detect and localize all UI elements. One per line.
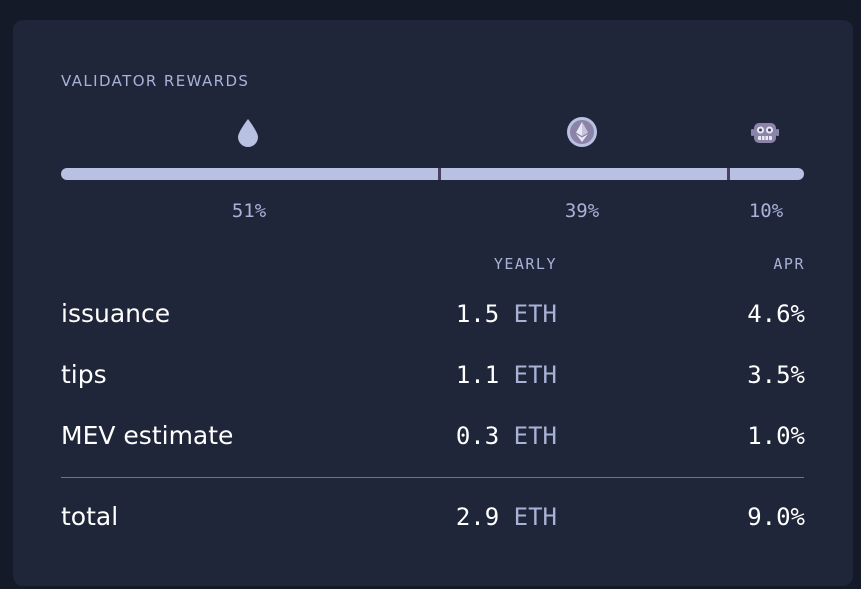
mev-yearly-unit: ETH — [513, 422, 557, 450]
total-apr-value: 9.0% — [747, 503, 805, 531]
issuance-yearly-amount: 1.5 — [455, 300, 500, 328]
ethereum-icon — [566, 116, 598, 148]
mev-label: MEV estimate — [61, 421, 234, 450]
segment-separator — [726, 168, 730, 180]
mev-yearly-value: 0.3 ETH — [456, 422, 557, 450]
tips-yearly-amount: 1.1 — [455, 361, 500, 389]
issuance-yearly-value: 1.5 ETH — [456, 300, 557, 328]
tips-label: tips — [61, 360, 107, 389]
issuance-label: issuance — [61, 299, 171, 328]
card-title: VALIDATOR REWARDS — [61, 72, 250, 90]
validator-rewards-card: VALIDATOR REWARDS — [13, 20, 853, 586]
tips-percent: 39% — [564, 200, 600, 222]
total-yearly-unit: ETH — [513, 503, 557, 531]
mev-apr-value: 1.0% — [747, 422, 805, 450]
segment-separator — [438, 168, 442, 180]
yearly-column-header: YEARLY — [493, 255, 557, 273]
issuance-segment — [61, 168, 439, 180]
water-drop-icon — [232, 116, 264, 148]
total-yearly-amount: 2.9 — [455, 503, 500, 531]
apr-column-header: APR — [773, 255, 805, 273]
total-label: total — [61, 502, 119, 531]
robot-icon — [749, 116, 781, 148]
rewards-distribution-bar — [61, 168, 804, 180]
total-yearly-value: 2.9 ETH — [456, 503, 557, 531]
tips-yearly-unit: ETH — [513, 361, 557, 389]
tips-segment — [441, 168, 727, 180]
total-divider — [61, 477, 804, 478]
tips-yearly-value: 1.1 ETH — [456, 361, 557, 389]
mev-percent: 10% — [748, 200, 784, 222]
issuance-apr-value: 4.6% — [747, 300, 805, 328]
issuance-percent: 51% — [231, 200, 267, 222]
tips-apr-value: 3.5% — [747, 361, 805, 389]
mev-yearly-amount: 0.3 — [455, 422, 500, 450]
mev-segment — [729, 168, 804, 180]
issuance-yearly-unit: ETH — [513, 300, 557, 328]
